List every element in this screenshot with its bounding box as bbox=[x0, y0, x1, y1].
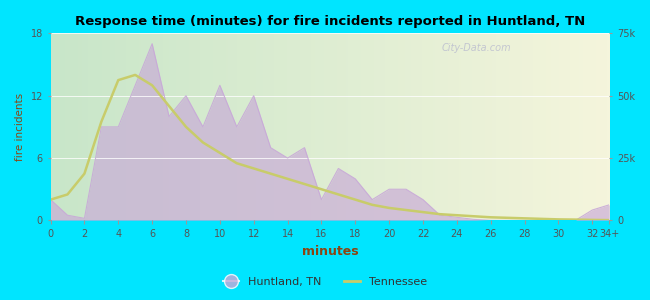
Title: Response time (minutes) for fire incidents reported in Huntland, TN: Response time (minutes) for fire inciden… bbox=[75, 15, 585, 28]
Legend: Huntland, TN, Tennessee: Huntland, TN, Tennessee bbox=[218, 273, 432, 291]
Text: City-Data.com: City-Data.com bbox=[441, 43, 512, 53]
Y-axis label: fire incidents: fire incidents bbox=[15, 93, 25, 161]
X-axis label: minutes: minutes bbox=[302, 245, 358, 258]
